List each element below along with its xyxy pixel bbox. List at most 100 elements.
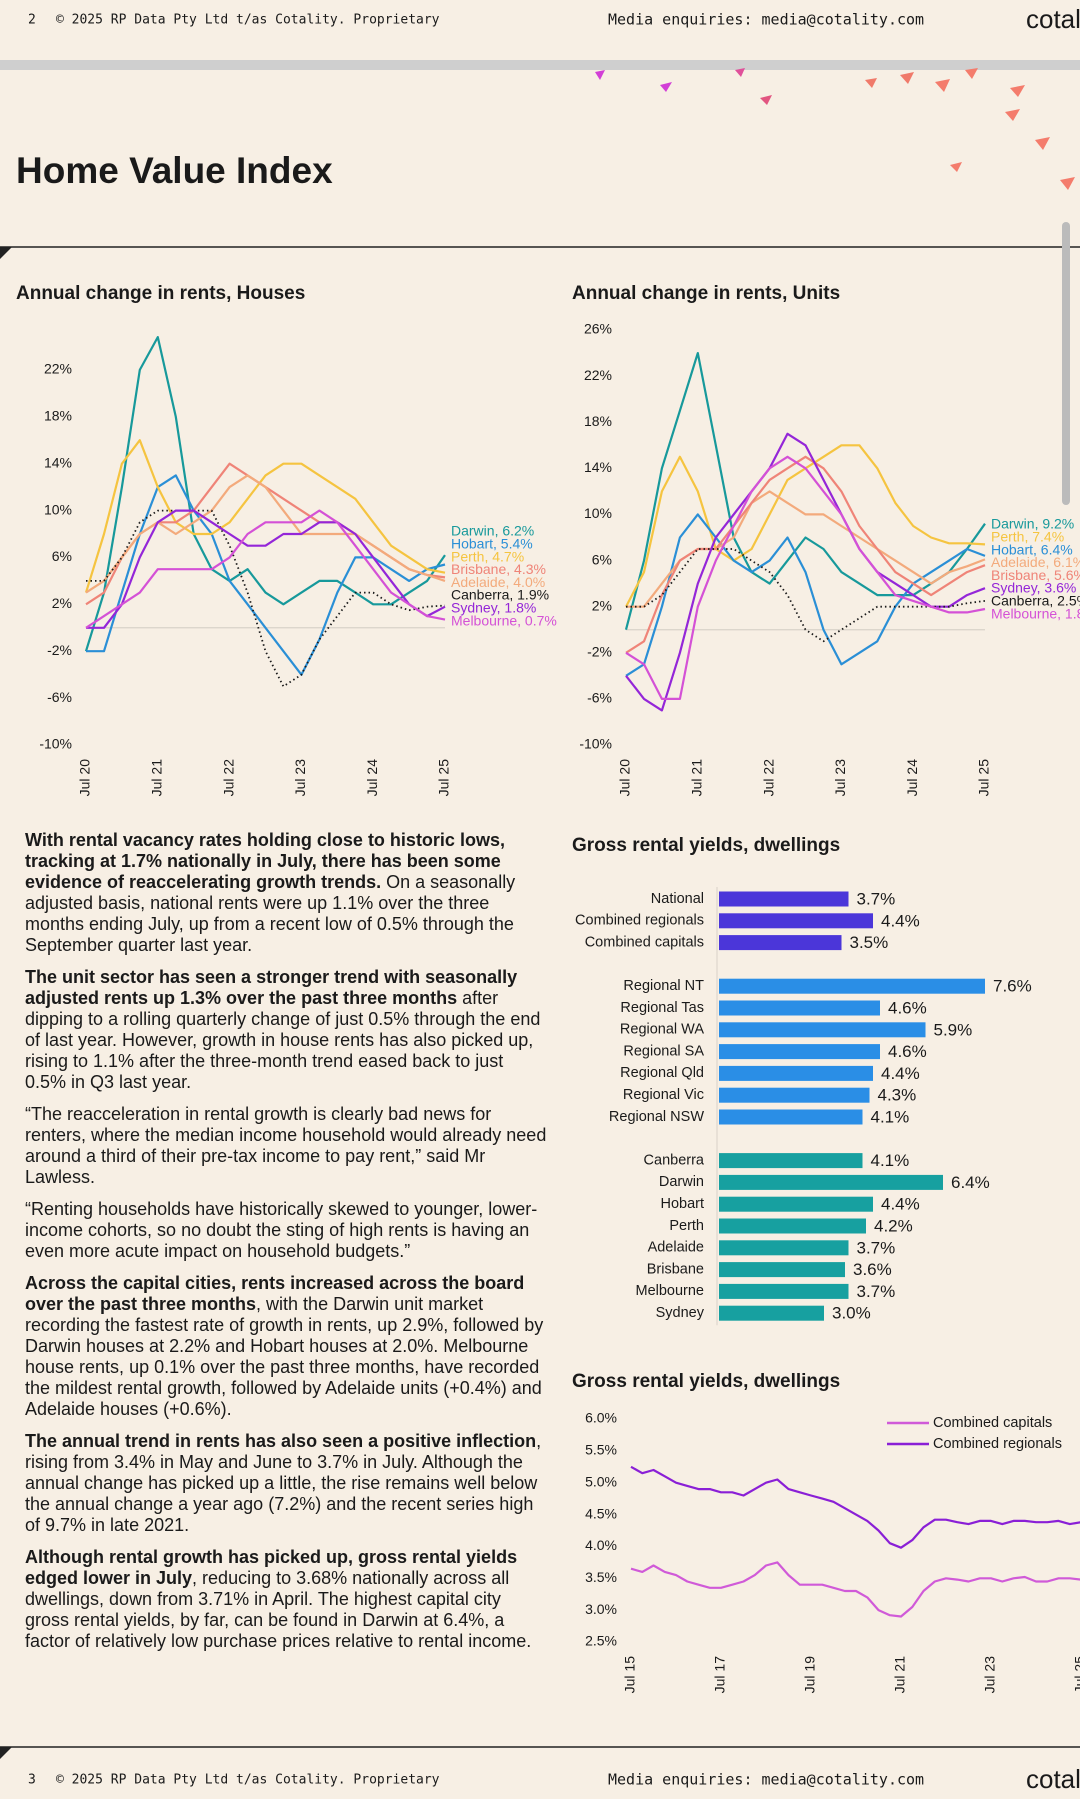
- bar-value: 6.4%: [951, 1173, 990, 1192]
- page-number: 3: [28, 1773, 36, 1788]
- bar-value: 4.3%: [878, 1086, 917, 1105]
- bar-label: Combined regionals: [575, 913, 704, 929]
- bar-value: 3.5%: [850, 933, 889, 952]
- y-tick-label: 2%: [52, 595, 72, 611]
- y-tick-label: 22%: [584, 367, 612, 383]
- lead-text: The annual trend in rents has also seen …: [25, 1431, 537, 1451]
- series-label: Perth, 4.7%: [451, 548, 524, 564]
- lead-text: With rental vacancy rates holding close …: [25, 830, 505, 892]
- bar: [719, 1283, 849, 1299]
- bar-value: 4.6%: [888, 998, 927, 1017]
- chart-title: Gross rental yields, dwellings: [572, 1371, 840, 1392]
- rule-corner: [0, 1747, 12, 1759]
- series-line: [626, 490, 986, 608]
- bar: [719, 1087, 870, 1103]
- series-line: [624, 352, 986, 630]
- page-title: Home Value Index: [16, 150, 333, 191]
- x-tick-label: Jul 24: [364, 759, 380, 797]
- bar-value: 7.6%: [993, 977, 1032, 996]
- series-label: Hobart, 6.4%: [991, 541, 1073, 557]
- y-tick-label: 5.0%: [585, 1473, 617, 1489]
- x-tick-label: Jul 21: [689, 759, 705, 797]
- media-contact: Media enquiries: media@cotality.com: [608, 11, 924, 29]
- x-tick-label: Jul 24: [904, 759, 920, 797]
- x-tick-label: Jul 17: [712, 1656, 728, 1694]
- lead-text: Although rental growth has picked up, gr…: [25, 1547, 518, 1588]
- paragraph-text: , with the Darwin unit market recording …: [25, 1294, 544, 1419]
- series-line: [85, 474, 446, 594]
- paragraph-text: “Renting households have historically sk…: [25, 1199, 538, 1261]
- series-line: [85, 509, 446, 629]
- x-tick-label: Jul 22: [220, 759, 236, 797]
- bar-label: Canberra: [644, 1152, 705, 1168]
- paragraph-text: “The reacceleration in rental growth is …: [25, 1104, 547, 1187]
- bar-value: 4.4%: [881, 1064, 920, 1083]
- y-tick-label: 6%: [52, 548, 72, 564]
- scrollbar: [1062, 222, 1070, 505]
- series-line: [630, 1465, 1080, 1549]
- bar: [719, 1174, 943, 1190]
- bar-label: Perth: [669, 1218, 704, 1234]
- bar-value: 4.4%: [881, 911, 920, 930]
- paragraph: Across the capital cities, rents increas…: [25, 1273, 547, 1420]
- y-tick-label: 10%: [44, 501, 72, 517]
- bar-label: Adelaide: [648, 1240, 704, 1256]
- bar-label: Melbourne: [635, 1283, 704, 1299]
- bar: [719, 1109, 863, 1125]
- y-tick-label: 26%: [584, 321, 612, 337]
- bar: [719, 913, 873, 929]
- paragraph: The annual trend in rents has also seen …: [25, 1431, 547, 1536]
- x-tick-label: Jul 23: [292, 759, 308, 797]
- series-line: [84, 439, 446, 593]
- x-tick-label: Jul 20: [617, 759, 633, 797]
- bar-value: 4.1%: [871, 1107, 910, 1126]
- bar: [719, 1065, 873, 1081]
- series-label: Sydney, 3.6%: [991, 580, 1076, 596]
- y-tick-label: 6.0%: [585, 1410, 617, 1426]
- paragraph-text: after dipping to a rolling quarterly cha…: [25, 988, 541, 1092]
- bar: [719, 1262, 845, 1278]
- logo: cotality: [1026, 4, 1080, 34]
- bar-value: 3.7%: [857, 1282, 896, 1301]
- series-line: [625, 432, 986, 712]
- page-number: 2: [28, 13, 36, 28]
- series-label: Adelaide, 6.1%: [991, 554, 1080, 570]
- series-line: [86, 474, 446, 676]
- series-label: Brisbane, 5.6%: [991, 567, 1080, 583]
- decoration: [595, 68, 1075, 190]
- chart-title: Annual change in rents, Houses: [16, 283, 305, 304]
- series-line: [86, 509, 446, 629]
- x-tick-label: Jul 23: [832, 759, 848, 797]
- series-line: [625, 513, 986, 677]
- y-tick-label: 10%: [584, 505, 612, 521]
- series-label: Melbourne, 0.7%: [451, 612, 557, 628]
- bar-label: Regional Qld: [620, 1065, 704, 1081]
- series-line: [630, 1561, 1080, 1618]
- y-tick-label: -2%: [47, 642, 72, 658]
- bar: [719, 1305, 824, 1321]
- y-tick-label: -2%: [587, 643, 612, 659]
- bar: [719, 935, 842, 951]
- bar-label: Regional WA: [620, 1022, 704, 1038]
- bar-value: 5.9%: [934, 1020, 973, 1039]
- x-tick-label: Jul 25: [436, 759, 452, 797]
- paragraph: With rental vacancy rates holding close …: [25, 830, 547, 956]
- series-label: Brisbane, 4.3%: [451, 561, 546, 577]
- bar: [719, 1000, 880, 1016]
- series-label: Canberra, 2.5%: [991, 593, 1080, 609]
- x-tick-label: Jul 21: [149, 759, 165, 797]
- y-tick-label: 18%: [584, 413, 612, 429]
- bar: [719, 1218, 866, 1234]
- bar-label: Regional SA: [623, 1043, 704, 1059]
- x-tick-label: Jul 21: [892, 1656, 908, 1694]
- bar-label: Regional Tas: [620, 1000, 704, 1016]
- bar-value: 3.7%: [857, 1238, 896, 1257]
- lead-text: Across the capital cities, rents increas…: [25, 1273, 525, 1314]
- y-tick-label: 3.5%: [585, 1569, 617, 1585]
- y-tick-label: -6%: [587, 690, 612, 706]
- y-tick-label: 14%: [44, 454, 72, 470]
- chart-title: Gross rental yields, dwellings: [572, 835, 840, 856]
- bar-label: Regional NT: [623, 978, 704, 994]
- series-label: Sydney, 1.8%: [451, 600, 536, 616]
- paragraph-text: , rising from 3.4% in May and June to 3.…: [25, 1431, 542, 1535]
